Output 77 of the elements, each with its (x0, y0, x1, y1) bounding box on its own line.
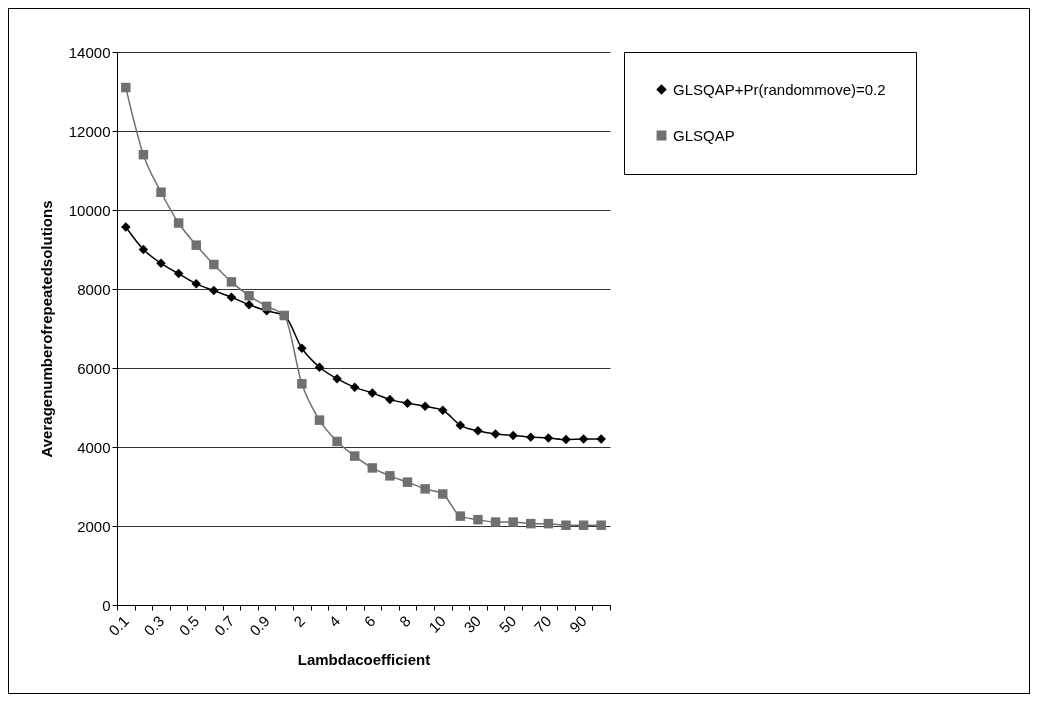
point (578, 434, 589, 444)
point (173, 268, 184, 279)
point (121, 82, 131, 93)
point (209, 259, 219, 270)
legend-label: GLSQAP (673, 126, 735, 144)
point (367, 388, 378, 398)
point (526, 518, 536, 529)
y-tick-label: 0 (102, 596, 111, 614)
point (314, 362, 325, 372)
point (455, 511, 466, 521)
point (402, 398, 413, 408)
point (578, 520, 589, 530)
point (543, 433, 554, 443)
point (385, 394, 395, 405)
x-tick-label: 0.3 (140, 612, 168, 639)
point (473, 426, 483, 436)
point (543, 518, 554, 529)
point (138, 244, 149, 255)
x-tick-label: 4 (325, 612, 344, 631)
point (508, 517, 518, 527)
point (297, 379, 307, 389)
point (209, 285, 219, 296)
point (561, 520, 571, 530)
point (191, 279, 201, 289)
point (385, 471, 395, 481)
point (349, 451, 360, 461)
point (332, 373, 342, 384)
y-tick-label: 12000 (68, 122, 111, 140)
point (508, 430, 518, 441)
y-tick-label: 8000 (77, 280, 111, 298)
point (244, 290, 254, 301)
x-tick-label: 8 (395, 612, 414, 631)
y-tick-label: 6000 (77, 359, 111, 377)
point (156, 258, 166, 269)
point (297, 343, 307, 353)
point (173, 218, 184, 228)
x-tick-label: 30 (460, 612, 485, 636)
y-axis-title: Averagenumberofrepeatedsolutions (37, 200, 55, 458)
point (437, 405, 448, 416)
point (314, 415, 325, 425)
point (156, 187, 166, 197)
y-tick-label: 14000 (68, 43, 111, 61)
x-tick-label: 70 (530, 612, 555, 636)
x-tick-label: 90 (565, 612, 590, 636)
point (455, 420, 466, 431)
point (332, 436, 342, 447)
y-tick-label: 4000 (77, 438, 111, 456)
point (191, 240, 201, 250)
legend-label: GLSQAP+Pr(randommove)=0.2 (673, 80, 886, 98)
point (226, 292, 237, 303)
point (367, 463, 378, 473)
point (420, 401, 430, 412)
x-tick-label: 0.9 (246, 612, 273, 639)
point (490, 517, 501, 527)
point (138, 149, 149, 160)
point (349, 382, 360, 393)
x-tick-label: 50 (495, 612, 520, 636)
point (473, 514, 483, 525)
y-tick-label: 10000 (68, 201, 111, 219)
point (526, 432, 536, 442)
x-tick-label: 10 (425, 612, 449, 636)
x-axis-title: Lambdacoefficient (297, 650, 431, 668)
x-tick-label: 6 (360, 612, 379, 631)
x-tick-label: 0.7 (210, 612, 238, 639)
point (402, 477, 413, 487)
x-tick-label: 0.5 (175, 612, 203, 639)
point (420, 484, 430, 494)
x-tick-label: 2 (290, 612, 309, 631)
point (226, 277, 237, 287)
point (490, 429, 501, 439)
point (596, 434, 606, 444)
point (261, 301, 272, 312)
point (596, 520, 606, 530)
point (437, 489, 448, 499)
x-tick-label: 0.1 (105, 612, 132, 639)
point (561, 434, 571, 445)
y-tick-label: 2000 (77, 517, 111, 535)
